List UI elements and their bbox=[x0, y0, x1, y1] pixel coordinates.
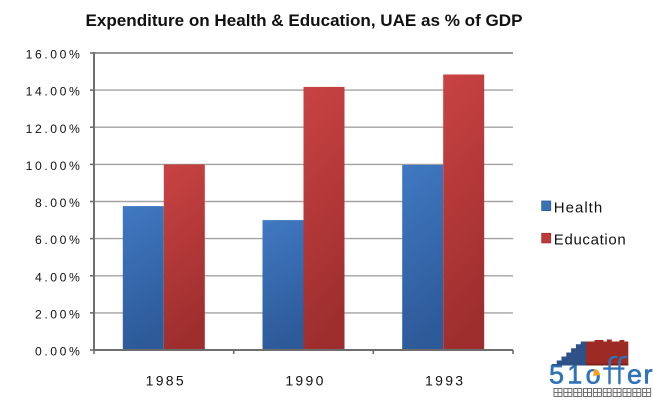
svg-text:Education: Education bbox=[554, 231, 627, 248]
svg-text:Expenditure on Health & Educat: Expenditure on Health & Education, UAE a… bbox=[86, 12, 523, 30]
svg-text:0.00%: 0.00% bbox=[35, 345, 83, 359]
svg-text:8.00%: 8.00% bbox=[35, 196, 83, 210]
svg-text:1993: 1993 bbox=[425, 372, 465, 388]
svg-text:12.00%: 12.00% bbox=[26, 122, 83, 136]
svg-text:Health: Health bbox=[554, 199, 603, 216]
svg-text:6.00%: 6.00% bbox=[35, 233, 83, 247]
svg-text:4.00%: 4.00% bbox=[35, 270, 83, 284]
svg-text:14.00%: 14.00% bbox=[26, 85, 83, 99]
svg-text:16.00%: 16.00% bbox=[26, 48, 83, 62]
svg-text:er: er bbox=[627, 360, 653, 390]
svg-text:1990: 1990 bbox=[285, 372, 325, 388]
svg-text:2.00%: 2.00% bbox=[35, 308, 83, 322]
svg-text:10.00%: 10.00% bbox=[26, 159, 83, 173]
svg-text:1985: 1985 bbox=[146, 372, 186, 388]
